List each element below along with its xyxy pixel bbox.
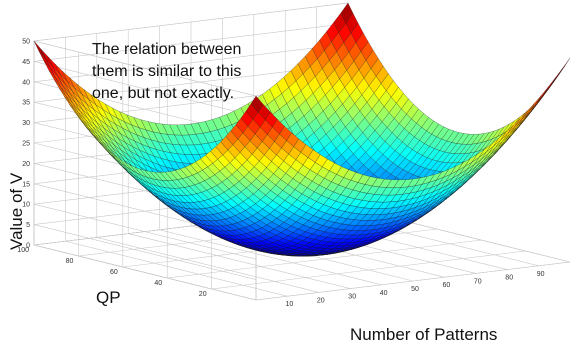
x-tick-label: 20 <box>317 297 325 304</box>
annotation-line-1: The relation between <box>92 41 241 58</box>
x-tick-label: 40 <box>380 290 388 297</box>
surface-patch <box>521 103 535 120</box>
y-tick-label: 100 <box>17 247 29 254</box>
y-tick-label: 40 <box>154 280 162 287</box>
z-tick-label: 50 <box>22 39 30 46</box>
x-tick-label: 60 <box>443 282 451 289</box>
x-tick-label: 50 <box>411 286 419 293</box>
annotation-line-3: one, but not exactly. <box>92 85 234 102</box>
z-tick-label: 45 <box>22 59 30 66</box>
x-tick-label: 90 <box>537 271 545 278</box>
y-axis-label: QP <box>96 288 121 307</box>
z-tick-label: 20 <box>22 161 30 168</box>
x-tick-label: 70 <box>474 278 482 285</box>
tick-labels: 0 5 10 15 20 25 30 35 40 45 50 10 20 30 40 50 60 70 80 90 20… <box>17 39 544 309</box>
surface-patch <box>557 57 571 76</box>
x-tick-label: 80 <box>505 275 513 282</box>
y-tick-label: 80 <box>66 258 74 265</box>
x-tick-label: 10 <box>286 301 294 308</box>
annotation-line-2: them is similar to this <box>92 63 241 80</box>
y-tick-label: 20 <box>199 291 207 298</box>
z-axis-label: Value of V <box>7 172 26 250</box>
x-axis-label: Number of Patterns <box>350 325 497 344</box>
z-tick-label: 0 <box>26 243 30 250</box>
z-tick-label: 15 <box>22 181 30 188</box>
z-tick-label: 10 <box>22 202 30 209</box>
y-tick-label: 60 <box>110 269 118 276</box>
z-tick-label: 35 <box>22 100 30 107</box>
z-tick-label: 5 <box>26 222 30 229</box>
surface-plot <box>33 2 571 257</box>
z-tick-label: 25 <box>22 141 30 148</box>
z-tick-label: 40 <box>22 79 30 86</box>
x-tick-label: 30 <box>348 294 356 301</box>
z-tick-label: 30 <box>22 120 30 127</box>
surface-patch <box>536 86 549 104</box>
surface-patch <box>529 95 542 112</box>
